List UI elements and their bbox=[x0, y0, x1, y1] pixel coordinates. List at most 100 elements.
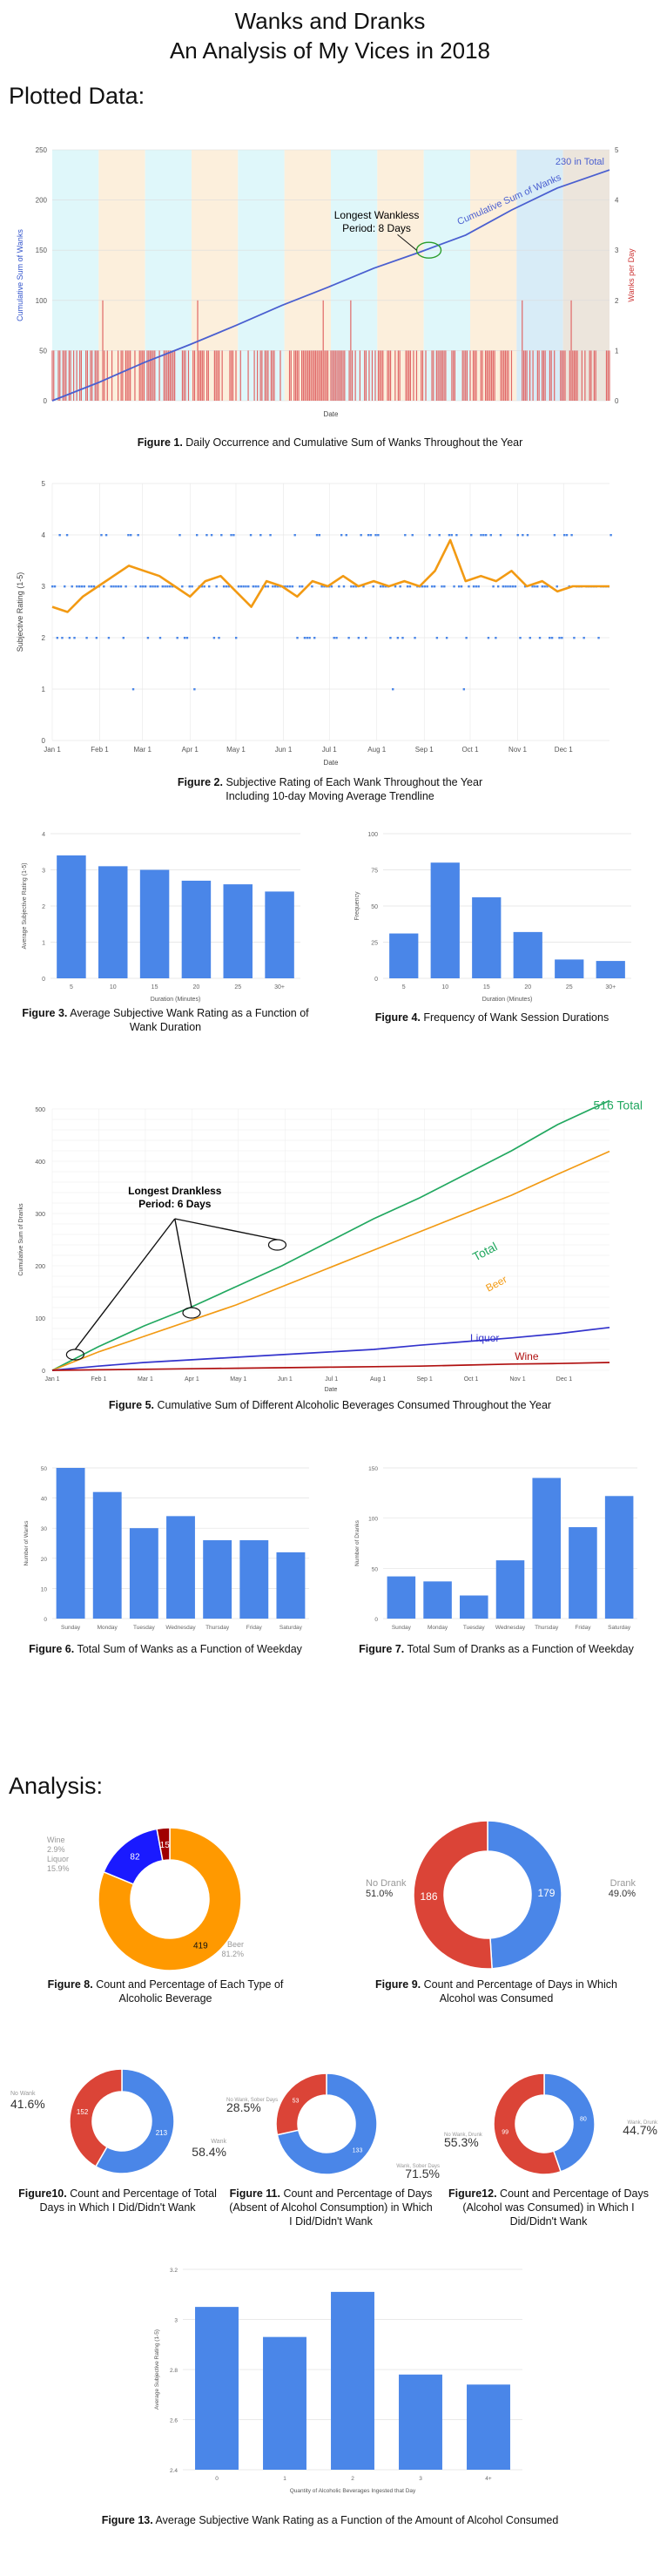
rating-point bbox=[514, 585, 517, 588]
rating-point bbox=[462, 688, 466, 691]
rating-point bbox=[80, 585, 84, 588]
annotation-leader bbox=[397, 233, 417, 251]
slice-label: No Wank, Drunk bbox=[444, 2133, 483, 2138]
rating-point bbox=[146, 637, 150, 639]
x-tick-label: Tuesday bbox=[463, 1625, 485, 1631]
rating-point bbox=[354, 585, 358, 588]
rating-point bbox=[225, 585, 228, 588]
y2-axis-label: Wanks per Day bbox=[627, 248, 636, 302]
bar bbox=[92, 1491, 122, 1619]
rating-point bbox=[76, 585, 78, 588]
total-label: 516 Total bbox=[593, 1098, 643, 1112]
rating-point bbox=[381, 585, 385, 588]
y-axis-label: Cumulative Sum of Wanks bbox=[16, 229, 24, 321]
rating-point bbox=[185, 637, 189, 639]
y-tick-label: 200 bbox=[36, 197, 48, 205]
y-tick-label: 50 bbox=[371, 904, 378, 910]
x-tick-label: 5 bbox=[402, 984, 406, 991]
bar bbox=[263, 2336, 306, 2470]
rating-point bbox=[389, 637, 392, 639]
annotation-line-1: Longest Wankless bbox=[334, 209, 420, 221]
annotation-circle bbox=[182, 1307, 201, 1319]
x-axis-label: Quantity of Alcoholic Beverages Ingested… bbox=[290, 2488, 416, 2494]
rating-point bbox=[318, 534, 321, 537]
rating-point bbox=[433, 585, 436, 588]
rating-point bbox=[205, 534, 208, 537]
rating-point bbox=[293, 534, 296, 537]
bar bbox=[472, 897, 502, 978]
figure-3-chart: 0 1 2 3 4 5 10 15 20 25 30+ Duration (Minutes) Avera… bbox=[22, 832, 300, 1003]
rating-point bbox=[536, 585, 539, 588]
x-tick-label: 15 bbox=[483, 984, 490, 991]
rating-point bbox=[350, 585, 353, 588]
x-tick-label: Thursday bbox=[205, 1625, 230, 1631]
slice-value: 179 bbox=[537, 1887, 555, 1899]
series-line-wine bbox=[51, 1362, 610, 1371]
rating-point bbox=[112, 585, 115, 588]
bar bbox=[331, 2291, 374, 2470]
slice-value: 80 bbox=[580, 2116, 587, 2122]
rating-point bbox=[117, 585, 120, 588]
rating-point bbox=[333, 637, 335, 639]
rating-point bbox=[411, 534, 414, 537]
page-title: Wanks and Dranks bbox=[234, 8, 426, 34]
slice-percent: 55.3% bbox=[444, 2135, 479, 2149]
x-tick-label: 2 bbox=[351, 2476, 354, 2482]
x-axis-label: Date bbox=[324, 759, 339, 767]
rating-point bbox=[296, 637, 299, 639]
rating-point bbox=[144, 585, 147, 588]
y-tick-label: 100 bbox=[35, 1316, 45, 1322]
rating-point bbox=[104, 534, 108, 537]
rating-point bbox=[299, 585, 301, 588]
rating-point bbox=[538, 637, 542, 639]
slice-value: 15 bbox=[160, 1841, 171, 1850]
slice-wine bbox=[156, 1827, 171, 1862]
slice-no-drank bbox=[413, 1820, 493, 1970]
y-tick-label: 0 bbox=[42, 977, 45, 983]
slice-wank bbox=[94, 2068, 175, 2174]
bar bbox=[139, 869, 170, 978]
y-tick-label: 30 bbox=[41, 1526, 48, 1532]
rating-point bbox=[450, 534, 453, 537]
rating-point bbox=[519, 637, 522, 639]
rating-point bbox=[534, 585, 536, 588]
rating-point bbox=[597, 637, 600, 639]
y-tick-label: 1 bbox=[42, 686, 46, 693]
rating-point bbox=[269, 534, 272, 537]
rating-point bbox=[477, 585, 480, 588]
rating-point bbox=[315, 534, 319, 537]
bar bbox=[56, 1468, 85, 1619]
rating-point bbox=[68, 637, 71, 639]
y-tick-label: 250 bbox=[36, 146, 48, 154]
rating-point bbox=[115, 585, 118, 588]
bar bbox=[129, 1528, 158, 1619]
y-axis-label: Average Subjective Rating (1-5) bbox=[22, 862, 28, 949]
rating-point bbox=[347, 637, 350, 639]
annotation-leader bbox=[174, 1218, 278, 1241]
rating-point bbox=[203, 585, 205, 588]
x-axis-label: Duration (Minutes) bbox=[482, 997, 533, 1003]
rating-point bbox=[342, 585, 346, 588]
x-tick-label: Jun 1 bbox=[275, 746, 293, 754]
bar bbox=[460, 1595, 488, 1619]
rating-point bbox=[58, 534, 61, 537]
x-tick-label: 25 bbox=[566, 984, 573, 991]
rating-point bbox=[149, 585, 152, 588]
rating-point bbox=[212, 637, 216, 639]
rating-point bbox=[401, 637, 404, 639]
rating-point bbox=[335, 637, 338, 639]
rating-point bbox=[526, 534, 529, 537]
rating-point bbox=[56, 637, 59, 639]
slice-label: Drank bbox=[610, 1878, 636, 1889]
x-tick-label: Friday bbox=[575, 1625, 591, 1631]
x-tick-label: Apr 1 bbox=[182, 746, 199, 754]
rating-point bbox=[142, 585, 145, 588]
y-tick-label: 100 bbox=[368, 1517, 378, 1523]
rating-point bbox=[125, 585, 127, 588]
slice-label: Wine bbox=[47, 1836, 65, 1844]
rating-point bbox=[487, 637, 490, 639]
rating-point bbox=[489, 534, 492, 537]
rating-point bbox=[338, 585, 340, 588]
y2-tick-label: 2 bbox=[615, 297, 619, 305]
